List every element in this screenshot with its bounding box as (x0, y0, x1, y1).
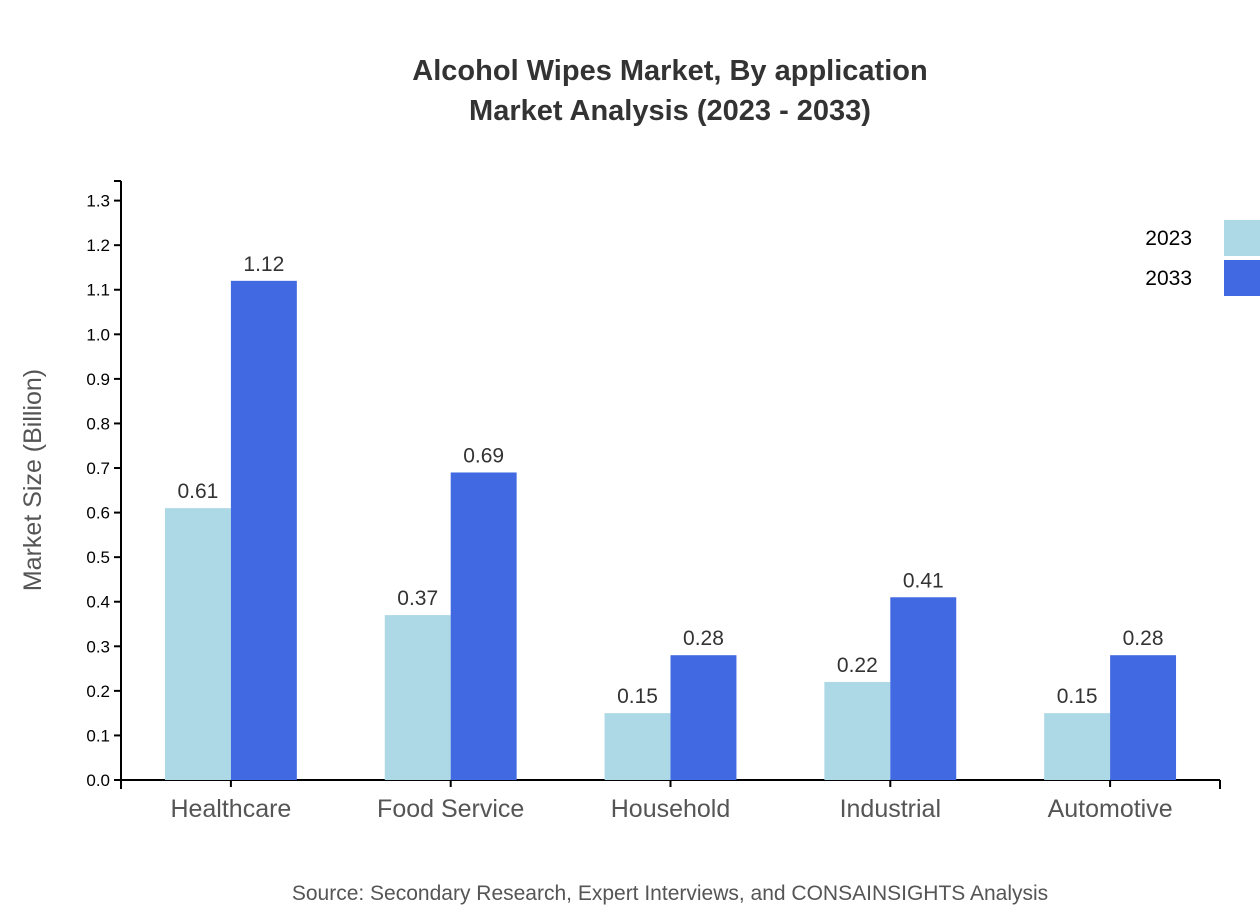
bar-2033-industrial (890, 597, 957, 780)
y-tick-label: 1.1 (86, 281, 110, 300)
y-tick-label: 0.8 (86, 414, 110, 433)
bar-2023-automotive (1044, 713, 1111, 780)
data-label: 0.28 (1123, 627, 1164, 650)
bar-2033-household (670, 655, 737, 780)
y-tick-label: 0.6 (86, 504, 110, 523)
data-label: 0.61 (177, 480, 218, 503)
y-tick-label: 0.2 (86, 682, 110, 701)
x-axis: Healthcare Food Service Household Industria… (120, 779, 1221, 823)
bars: 0.61 1.12 0.37 0.69 0.15 0.28 0.22 0.41 0.15 0.28 (164, 253, 1177, 780)
legend: 2023 2033 (1145, 220, 1260, 296)
y-tick-label: 1.3 (86, 192, 110, 211)
y-tick-label: 1.2 (86, 236, 110, 255)
chart-title-line-1: Alcohol Wipes Market, By application (412, 55, 927, 87)
bar-2023-household (604, 713, 671, 780)
data-label: 0.41 (903, 569, 944, 592)
data-label: 0.22 (837, 654, 878, 677)
x-tick-label: Food Service (377, 795, 524, 823)
y-tick-label: 0.5 (86, 548, 110, 567)
bar-2033-healthcare (230, 280, 297, 780)
x-tick-label: Industrial (840, 795, 941, 823)
bar-2023-food-service (384, 615, 451, 780)
bar-2023-healthcare (164, 508, 231, 780)
bar-2033-automotive (1110, 655, 1177, 780)
y-axis: 0.0 0.1 0.2 0.3 0.4 0.5 0.6 0.7 0.8 0.9 1.0 1.1 1.2 1… (86, 180, 122, 790)
y-tick-label: 0.0 (86, 771, 110, 790)
legend-label-2033: 2033 (1145, 267, 1192, 290)
bar-2023-industrial (824, 681, 891, 780)
legend-label-2023: 2023 (1145, 227, 1192, 250)
legend-swatch-2033 (1224, 260, 1260, 296)
y-tick-label: 0.3 (86, 637, 110, 656)
chart-title-line-2: Market Analysis (2023 - 2033) (469, 95, 871, 127)
x-tick-label: Healthcare (170, 795, 291, 823)
x-tick-label: Automotive (1048, 795, 1173, 823)
x-tick-label: Household (611, 795, 731, 823)
data-label: 0.15 (617, 685, 658, 708)
y-tick-label: 0.9 (86, 370, 110, 389)
data-label: 0.15 (1057, 685, 1098, 708)
y-tick-label: 0.7 (86, 459, 110, 478)
data-label: 1.12 (243, 253, 284, 276)
legend-swatch-2023 (1224, 220, 1260, 256)
data-label: 0.28 (683, 627, 724, 650)
y-tick-label: 0.4 (86, 593, 110, 612)
y-tick-label: 0.1 (86, 726, 110, 745)
bar-2033-food-service (450, 472, 517, 780)
data-label: 0.37 (397, 587, 438, 610)
data-label: 0.69 (463, 444, 504, 467)
y-axis-label: Market Size (Billion) (19, 369, 47, 591)
y-tick-label: 1.0 (86, 325, 110, 344)
source-note: Source: Secondary Research, Expert Inter… (292, 882, 1048, 905)
